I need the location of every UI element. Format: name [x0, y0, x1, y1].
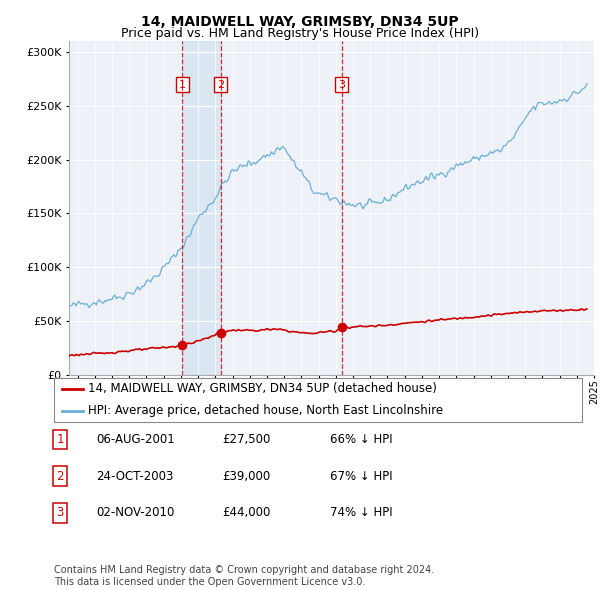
Text: Contains HM Land Registry data © Crown copyright and database right 2024.
This d: Contains HM Land Registry data © Crown c… [54, 565, 434, 587]
Text: £39,000: £39,000 [222, 470, 270, 483]
Text: 1: 1 [56, 433, 64, 446]
Text: 3: 3 [338, 80, 345, 90]
Text: 02-NOV-2010: 02-NOV-2010 [96, 506, 175, 519]
Text: HPI: Average price, detached house, North East Lincolnshire: HPI: Average price, detached house, Nort… [88, 404, 443, 417]
Text: 67% ↓ HPI: 67% ↓ HPI [330, 470, 392, 483]
Text: 24-OCT-2003: 24-OCT-2003 [96, 470, 173, 483]
FancyBboxPatch shape [54, 378, 582, 422]
Text: 2: 2 [217, 80, 224, 90]
Text: 1: 1 [179, 80, 186, 90]
Text: 3: 3 [56, 506, 64, 519]
Text: 14, MAIDWELL WAY, GRIMSBY, DN34 5UP: 14, MAIDWELL WAY, GRIMSBY, DN34 5UP [141, 15, 459, 29]
Text: Price paid vs. HM Land Registry's House Price Index (HPI): Price paid vs. HM Land Registry's House … [121, 27, 479, 40]
Text: 74% ↓ HPI: 74% ↓ HPI [330, 506, 392, 519]
Text: £27,500: £27,500 [222, 433, 271, 446]
Text: 14, MAIDWELL WAY, GRIMSBY, DN34 5UP (detached house): 14, MAIDWELL WAY, GRIMSBY, DN34 5UP (det… [88, 382, 437, 395]
Text: 66% ↓ HPI: 66% ↓ HPI [330, 433, 392, 446]
Text: 2: 2 [56, 470, 64, 483]
Text: 06-AUG-2001: 06-AUG-2001 [96, 433, 175, 446]
Text: £44,000: £44,000 [222, 506, 271, 519]
Bar [182, 41, 221, 375]
